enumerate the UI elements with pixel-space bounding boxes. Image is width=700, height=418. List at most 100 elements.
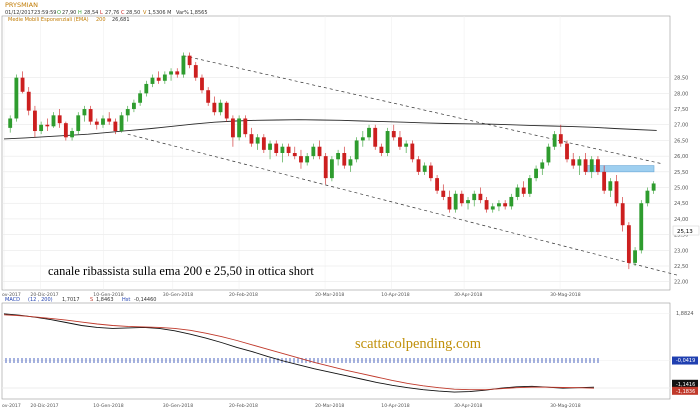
- candle: [428, 162, 433, 182]
- candle: [404, 140, 409, 153]
- candle-body: [101, 118, 105, 125]
- price-x-tick-label: 10-Apr-2018: [381, 292, 409, 298]
- candle-body: [645, 190, 650, 204]
- ema200-line: [3, 119, 657, 140]
- candle-body: [367, 127, 371, 138]
- macd-histogram: [5, 357, 599, 363]
- candle: [305, 153, 310, 166]
- info-low: 27,76: [105, 10, 119, 16]
- candle-body: [651, 183, 656, 191]
- candle-body: [249, 134, 254, 144]
- candle-body: [138, 93, 143, 103]
- candle-body: [323, 156, 328, 179]
- candle: [20, 71, 25, 94]
- candle-body: [212, 102, 217, 113]
- price-y-tick-label: 24,00: [674, 217, 688, 223]
- candle-body: [33, 110, 37, 132]
- candle: [453, 190, 458, 213]
- candle: [497, 200, 501, 212]
- candle: [447, 190, 452, 213]
- candle-body: [8, 118, 13, 128]
- candle: [571, 153, 576, 169]
- info-date: 01/12/2017: [5, 10, 34, 16]
- price-y-tick-label: 26,00: [674, 154, 688, 160]
- candle-body: [484, 200, 489, 210]
- price-y-tick-label: 24,50: [674, 201, 688, 207]
- candle-body: [633, 250, 637, 263]
- macd-hist-value: -0,14460: [134, 297, 156, 303]
- candle: [373, 124, 378, 150]
- price-x-tick-label: 30-Mag-2018: [550, 292, 581, 298]
- price-x-tick-label: 20-Feb-2018: [229, 292, 258, 298]
- candle-body: [88, 109, 93, 122]
- candle-body: [63, 123, 68, 138]
- info-low-marker: L: [100, 10, 103, 16]
- candle-body: [373, 127, 378, 147]
- macd-value: 1,7017: [62, 297, 80, 303]
- macd-y-tick-label: -1,1416: [676, 382, 695, 388]
- price-x-axis: ov-2017 20-Dic-2017 10-Gen-2018 30-Gen-2018…: [2, 292, 581, 298]
- candle: [540, 159, 545, 175]
- price-x-tick-label: 30-Gen-2018: [163, 292, 193, 298]
- candle: [57, 109, 62, 128]
- candle: [620, 196, 625, 232]
- candle-body: [360, 137, 365, 141]
- candle: [589, 156, 594, 179]
- candle-body: [521, 187, 526, 194]
- candle: [187, 52, 192, 69]
- candle-body: [509, 196, 514, 207]
- last-price-label: 25,13: [677, 229, 693, 235]
- candle: [645, 187, 650, 207]
- candle-body: [144, 83, 149, 94]
- macd-y-tick-label: -1,1836: [676, 389, 695, 395]
- indicator-period: 200: [96, 17, 106, 23]
- macd-x-tick-label: 10-Apr-2018: [381, 403, 409, 409]
- candle-body: [410, 143, 415, 160]
- candle: [484, 196, 489, 213]
- macd-y-value-box: [672, 379, 698, 388]
- candle: [577, 156, 582, 175]
- candle-body: [261, 137, 266, 150]
- candle-body: [391, 131, 396, 138]
- candle: [565, 140, 569, 163]
- price-y-tick-label: 25,00: [674, 186, 688, 192]
- candle: [435, 174, 440, 194]
- candle-body: [39, 124, 44, 132]
- candle: [88, 105, 93, 125]
- candle: [144, 80, 149, 97]
- candle-body: [379, 146, 384, 153]
- candle: [367, 124, 371, 141]
- candle: [119, 112, 124, 133]
- candle-body: [565, 143, 569, 160]
- candle: [509, 193, 514, 210]
- candle: [39, 121, 44, 135]
- candle: [515, 184, 520, 201]
- candle: [342, 146, 347, 169]
- candle-body: [51, 115, 56, 127]
- candle-body: [503, 203, 508, 207]
- candle-body: [57, 115, 62, 124]
- candle: [138, 90, 143, 106]
- candle-body: [132, 102, 136, 110]
- candle-body: [94, 121, 99, 125]
- candle-body: [385, 131, 390, 153]
- candle-body: [614, 181, 619, 204]
- candle: [552, 131, 557, 150]
- candle: [76, 112, 81, 135]
- price-y-tick-label: 22,00: [674, 280, 688, 286]
- candle: [8, 115, 13, 133]
- candle-body: [169, 71, 173, 75]
- candle-body: [200, 77, 204, 91]
- candle: [94, 118, 99, 130]
- candle-body: [82, 109, 87, 116]
- macd-signal-line: [3, 314, 595, 391]
- candle-body: [329, 159, 334, 179]
- candle-body: [107, 118, 112, 122]
- macd-y-tick-label: 1,8824: [676, 311, 694, 317]
- candle-body: [478, 193, 483, 201]
- candle-body: [150, 77, 155, 84]
- info-line: 01/12/2017 23:59:59 O 27,90 H 28,54 L 27…: [5, 10, 208, 16]
- candle: [162, 71, 167, 84]
